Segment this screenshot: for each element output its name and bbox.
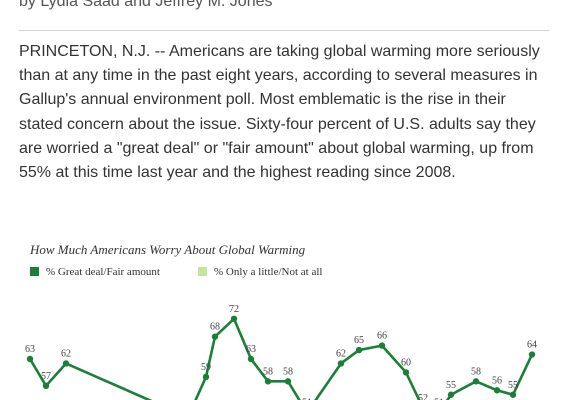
- data-point: [337, 360, 345, 367]
- legend-swatch-great-deal: [30, 267, 39, 276]
- data-label: 57: [41, 371, 51, 382]
- data-label: 58: [263, 366, 273, 377]
- data-label: 62: [61, 348, 71, 359]
- article-body: PRINCETON, N.J. -- Americans are taking …: [19, 43, 540, 182]
- chart-title: How Much Americans Worry About Global Wa…: [30, 242, 306, 257]
- data-label: 51: [302, 398, 312, 400]
- data-point: [447, 391, 455, 398]
- data-label: 62: [336, 348, 346, 359]
- data-label: 72: [229, 304, 239, 315]
- data-label: 66: [377, 331, 387, 342]
- data-point: [355, 346, 363, 354]
- series-line-great-deal: [28, 317, 534, 400]
- data-label: 55: [508, 380, 518, 391]
- data-point: [528, 351, 536, 358]
- legend-label-great-deal: % Great deal/Fair amount: [46, 266, 160, 278]
- legend-swatch-only-a-little: [198, 267, 207, 276]
- byline: by Lydia Saad and Jeffrey M. Jones: [19, 0, 273, 10]
- data-label: 60: [401, 357, 411, 368]
- data-label: 59: [201, 362, 211, 373]
- data-label: 63: [25, 344, 35, 355]
- data-point: [402, 369, 410, 376]
- data-point: [509, 391, 517, 398]
- data-point: [26, 355, 34, 363]
- data-label: 51: [434, 398, 444, 400]
- data-point: [211, 333, 219, 340]
- data-point: [264, 378, 272, 385]
- data-label: 64: [527, 340, 537, 351]
- data-point: [62, 360, 70, 367]
- worry-line-chart: 6357625059687263585851626566605251555856…: [25, 304, 537, 400]
- data-label: 58: [283, 366, 293, 377]
- data-label: 52: [418, 393, 428, 400]
- data-point: [472, 378, 480, 385]
- legend-item-only-a-little: % Only a little/Not at all: [198, 266, 322, 278]
- data-point: [247, 355, 255, 363]
- data-point: [202, 373, 210, 381]
- data-point: [378, 342, 386, 349]
- data-label: 68: [210, 322, 220, 333]
- divider: [19, 30, 549, 31]
- data-label: 58: [471, 366, 481, 377]
- data-point: [230, 315, 238, 322]
- data-label: 65: [354, 335, 364, 346]
- legend-item-great-deal: % Great deal/Fair amount: [30, 266, 160, 278]
- data-point: [284, 378, 292, 385]
- data-label: 63: [246, 344, 256, 355]
- legend-label-only-a-little: % Only a little/Not at all: [214, 266, 323, 278]
- data-label: 56: [492, 375, 502, 386]
- data-label: 55: [446, 380, 456, 391]
- data-point: [493, 387, 501, 394]
- data-point: [42, 382, 50, 390]
